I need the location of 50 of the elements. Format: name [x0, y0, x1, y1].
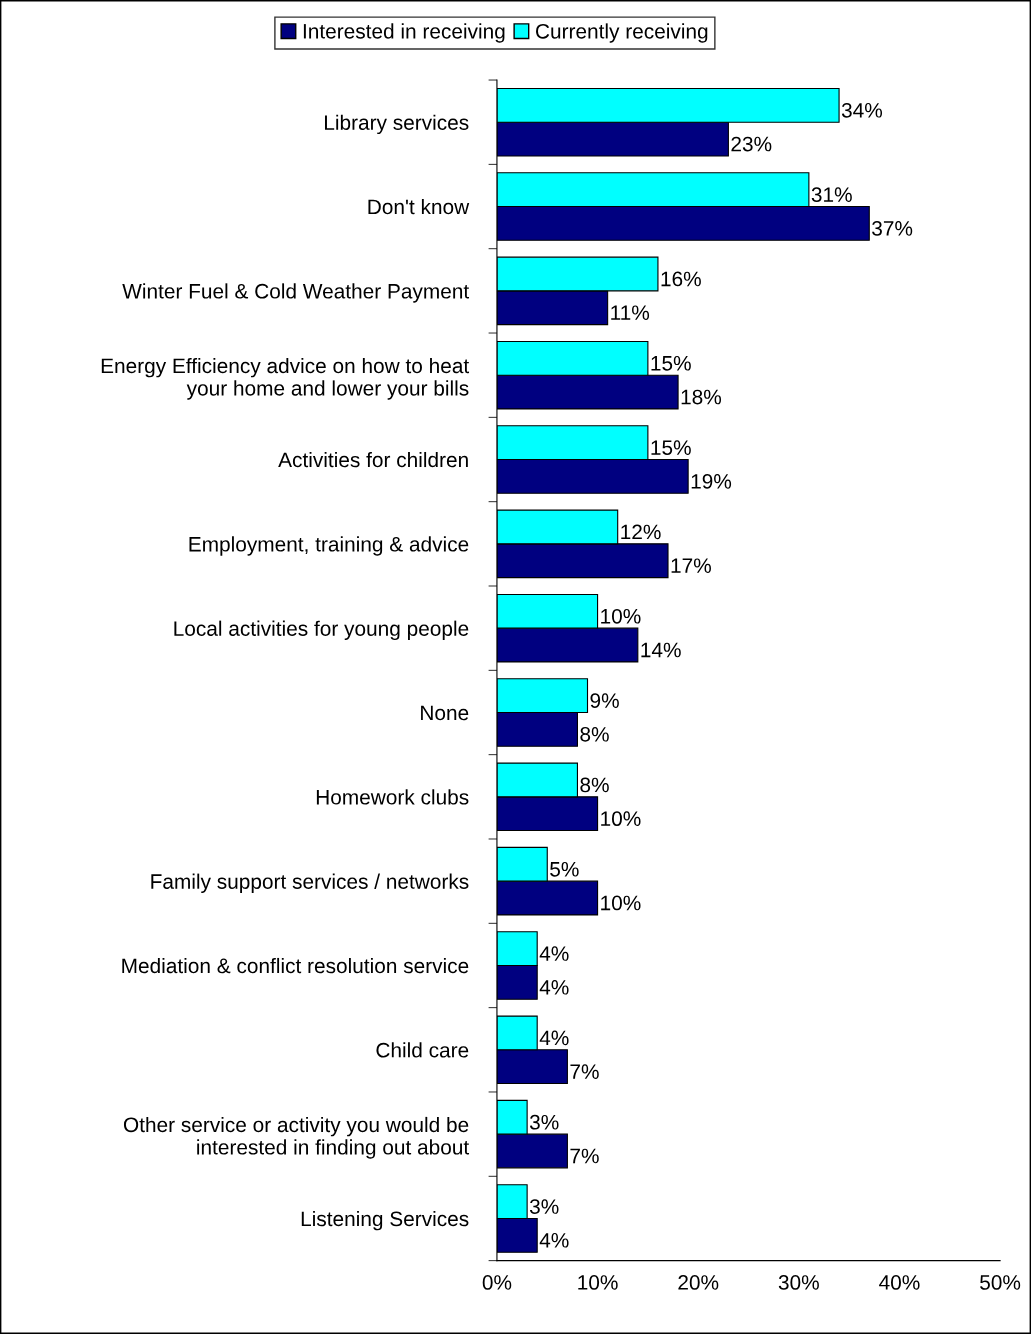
data-label: 18%: [681, 389, 722, 405]
y-tick-label: None: [421, 705, 469, 721]
data-label: 16%: [661, 271, 701, 287]
data-label: 34%: [841, 102, 883, 118]
data-label: 4%: [539, 1030, 569, 1046]
y-tick-label: Listening Services: [301, 1210, 469, 1231]
y-tick-label: Other service or activity you would be interested in finding out about: [123, 1116, 470, 1159]
y-tick-label: Don't know: [368, 198, 470, 215]
data-label: 7%: [570, 1064, 599, 1079]
data-label: 8%: [580, 777, 609, 793]
data-label: 8%: [580, 726, 609, 742]
data-label: 31%: [811, 187, 852, 202]
data-label: 4%: [539, 946, 569, 961]
y-tick-label: Employment, training & advice: [189, 536, 469, 556]
x-tick-label: 10%: [578, 1275, 618, 1290]
y-tick-label: Local activities for young people: [174, 620, 469, 641]
legend-label: Interested in receiving: [303, 23, 505, 43]
data-label: 4%: [539, 1233, 569, 1248]
data-label: 19%: [691, 473, 732, 489]
data-label: 10%: [601, 811, 641, 827]
data-label: 15%: [651, 440, 691, 455]
data-label: 14%: [641, 642, 681, 658]
y-tick-label: Child care: [376, 1042, 469, 1058]
data-label: 12%: [621, 524, 661, 540]
x-tick-label: 20%: [678, 1275, 719, 1290]
data-label: 4%: [539, 980, 569, 995]
data-label: 7%: [570, 1148, 599, 1164]
y-tick-label: Library services: [325, 114, 469, 135]
y-tick-label: Mediation & conflict resolution service: [122, 957, 469, 974]
y-tick-label: Winter Fuel & Cold Weather Payment: [122, 283, 470, 303]
data-label: 17%: [671, 558, 711, 573]
y-tick-label: Energy Efficiency advice on how to heat your home and lower your bills: [101, 357, 470, 400]
data-label: 9%: [590, 693, 619, 708]
data-label: 11%: [611, 305, 650, 320]
y-tick-label: Activities for children: [278, 451, 468, 468]
legend-label: Currently receiving: [536, 23, 708, 43]
data-label: 3%: [529, 1114, 559, 1130]
x-tick-label: 0%: [482, 1275, 512, 1290]
data-label: 15%: [651, 356, 691, 371]
x-tick-label: 40%: [879, 1275, 920, 1290]
data-label: 37%: [872, 220, 913, 236]
data-label: 23%: [731, 136, 772, 152]
y-tick-label: Homework clubs: [316, 789, 469, 805]
x-tick-label: 30%: [778, 1275, 819, 1290]
data-label: 3%: [529, 1199, 559, 1214]
x-tick-label: 50%: [980, 1275, 1021, 1290]
data-label: 5%: [550, 861, 579, 877]
data-label: 10%: [601, 608, 641, 624]
data-label: 10%: [601, 895, 641, 911]
y-tick-label: Family support services / networks: [151, 873, 469, 894]
